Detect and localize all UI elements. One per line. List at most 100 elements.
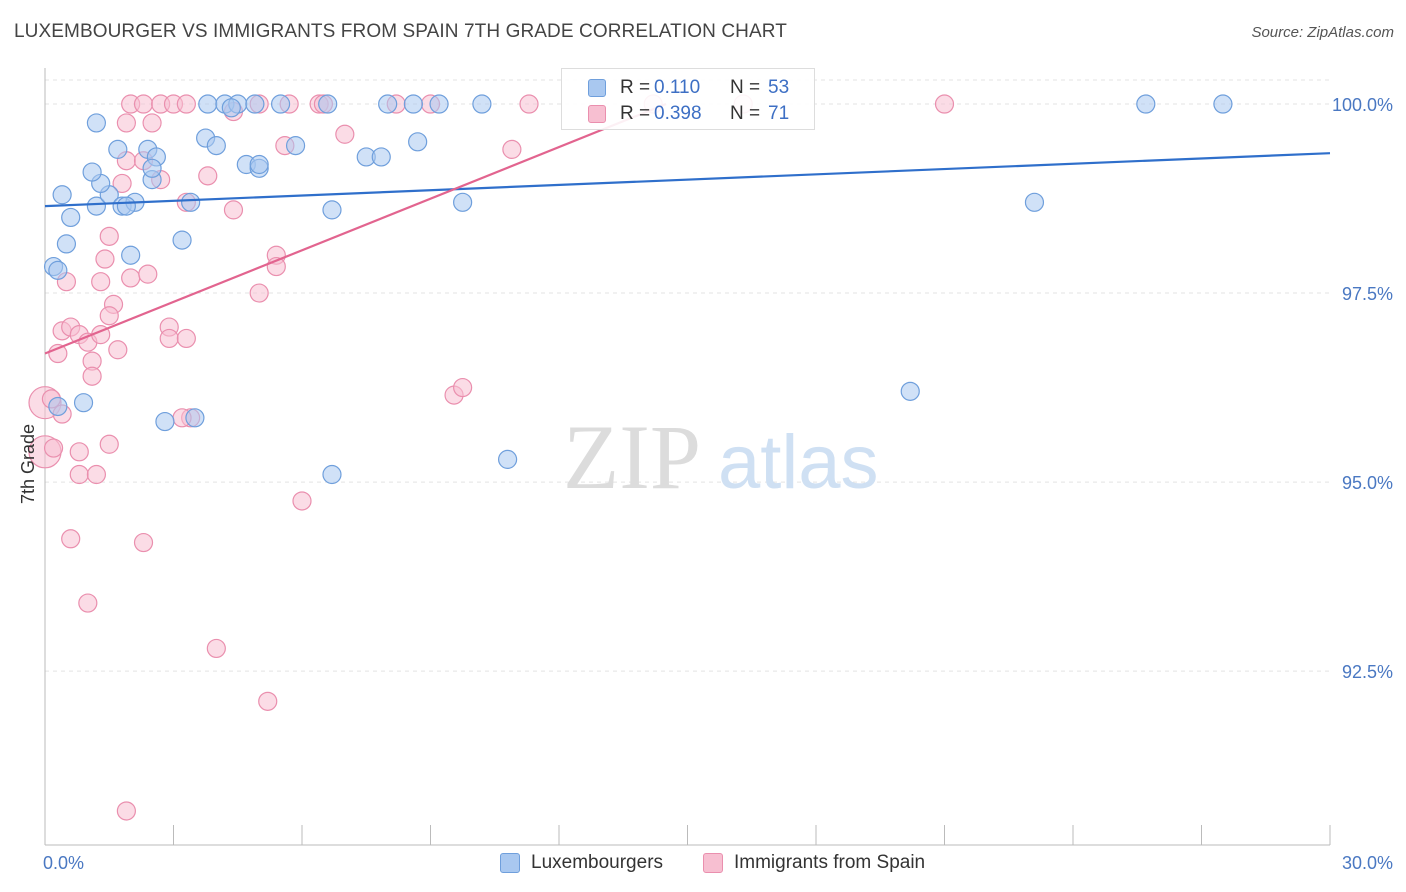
point-immigrant-from-spain — [176, 328, 196, 349]
trend-line-luxembourgers — [44, 152, 1331, 208]
series-luxembourgers — [43, 94, 1233, 485]
point-luxembourger — [472, 94, 492, 114]
point-luxembourger — [453, 192, 473, 212]
point-luxembourger — [185, 408, 205, 428]
point-immigrant-from-spain — [108, 340, 128, 360]
point-luxembourger — [378, 94, 398, 114]
point-immigrant-from-spain — [82, 366, 102, 386]
y-tick-labels: 92.5% 95.0% 97.5% 100.0% — [1332, 95, 1393, 682]
trend-line-immigrants-from-spain — [44, 103, 667, 355]
y-tick-label: 95.0% — [1342, 473, 1393, 493]
y-tick-label: 92.5% — [1342, 662, 1393, 682]
x-tick-label: 0.0% — [43, 853, 84, 873]
point-immigrant-from-spain — [69, 442, 89, 462]
y-axis-label: 7th Grade — [18, 424, 38, 504]
point-luxembourger — [403, 94, 423, 114]
point-immigrant-from-spain — [249, 283, 269, 303]
point-luxembourger — [221, 98, 241, 118]
point-immigrant-from-spain — [453, 377, 473, 398]
point-immigrant-from-spain — [99, 226, 119, 246]
bottom-legend-label: Luxembourgers — [531, 852, 664, 873]
bottom-legend-swatch-blue — [500, 853, 520, 873]
point-immigrant-from-spain — [112, 173, 132, 194]
point-luxembourger — [181, 192, 201, 212]
watermark: ZIP atlas — [563, 406, 879, 508]
point-immigrant-from-spain — [116, 801, 136, 821]
point-luxembourger — [116, 196, 136, 216]
point-luxembourger — [900, 381, 920, 401]
point-immigrant-from-spain — [116, 113, 136, 133]
x-tick-labels: 0.0% 30.0% — [43, 853, 1393, 873]
point-immigrant-from-spain — [223, 200, 244, 220]
watermark-zip: ZIP — [563, 406, 701, 508]
point-immigrant-from-spain — [292, 491, 312, 511]
point-luxembourger — [61, 207, 81, 228]
legend-swatch-pink — [588, 105, 606, 123]
legend-r-value: 0.398 — [654, 103, 702, 124]
point-luxembourger — [270, 94, 291, 114]
point-luxembourger — [56, 234, 77, 254]
trend-lines — [44, 103, 1331, 355]
point-luxembourger — [108, 139, 128, 159]
legend-n-label: N = — [730, 103, 761, 124]
legend-swatch-blue — [588, 79, 606, 97]
point-immigrant-from-spain — [99, 306, 119, 326]
point-luxembourger — [52, 185, 72, 205]
point-immigrant-from-spain — [934, 94, 955, 114]
watermark-atlas: atlas — [718, 420, 879, 505]
point-luxembourger — [206, 136, 226, 156]
correlation-legend: R = 0.110 N = 53 R = 0.398 N = 71 — [561, 68, 815, 130]
point-luxembourger — [285, 136, 306, 156]
point-immigrant-from-spain — [519, 94, 539, 114]
point-immigrant-from-spain — [198, 166, 218, 186]
point-immigrant-from-spain — [91, 272, 111, 292]
point-luxembourger — [408, 132, 428, 152]
point-luxembourger — [48, 260, 68, 280]
legend-r-label: R = — [620, 77, 651, 98]
point-luxembourger — [48, 396, 68, 417]
legend-r-label: R = — [620, 103, 651, 124]
point-immigrant-from-spain — [258, 691, 278, 711]
point-luxembourger — [1024, 192, 1045, 212]
point-luxembourger — [322, 464, 342, 485]
point-immigrant-from-spain — [99, 434, 119, 454]
point-luxembourger — [429, 94, 449, 114]
point-immigrant-from-spain — [159, 328, 179, 349]
y-tick-label: 100.0% — [1332, 95, 1393, 115]
point-immigrant-from-spain — [142, 113, 162, 133]
source-label: Source: ZipAtlas.com — [1251, 24, 1394, 41]
y-tick-label: 97.5% — [1342, 284, 1393, 304]
point-luxembourger — [1136, 94, 1156, 114]
point-immigrant-from-spain — [95, 249, 115, 269]
point-luxembourger — [318, 94, 338, 114]
point-immigrant-from-spain — [133, 532, 154, 553]
bottom-legend-swatch-pink — [703, 853, 723, 873]
point-immigrant-from-spain — [43, 438, 64, 458]
point-luxembourger — [82, 162, 102, 182]
point-luxembourger — [155, 411, 175, 432]
legend-n-label: N = — [730, 77, 761, 98]
legend-n-value: 71 — [768, 103, 790, 124]
point-immigrant-from-spain — [61, 529, 81, 549]
point-luxembourger — [86, 196, 107, 216]
point-immigrant-from-spain — [138, 264, 158, 284]
point-luxembourger — [498, 449, 518, 469]
point-immigrant-from-spain — [133, 94, 154, 114]
point-luxembourger — [86, 113, 107, 133]
legend-n-value: 53 — [768, 77, 790, 98]
point-immigrant-from-spain — [121, 268, 141, 288]
point-immigrant-from-spain — [69, 464, 89, 485]
point-immigrant-from-spain — [335, 124, 355, 144]
x-tick-label: 30.0% — [1342, 853, 1393, 873]
point-luxembourger — [198, 94, 218, 114]
point-luxembourger — [322, 200, 342, 220]
point-luxembourger — [371, 147, 391, 167]
point-immigrant-from-spain — [206, 638, 226, 659]
bottom-legend-label: Immigrants from Spain — [734, 852, 926, 873]
point-luxembourger — [73, 393, 94, 413]
point-luxembourger — [172, 230, 192, 250]
point-luxembourger — [121, 245, 141, 265]
point-luxembourger — [1213, 94, 1233, 114]
point-immigrant-from-spain — [86, 464, 107, 485]
